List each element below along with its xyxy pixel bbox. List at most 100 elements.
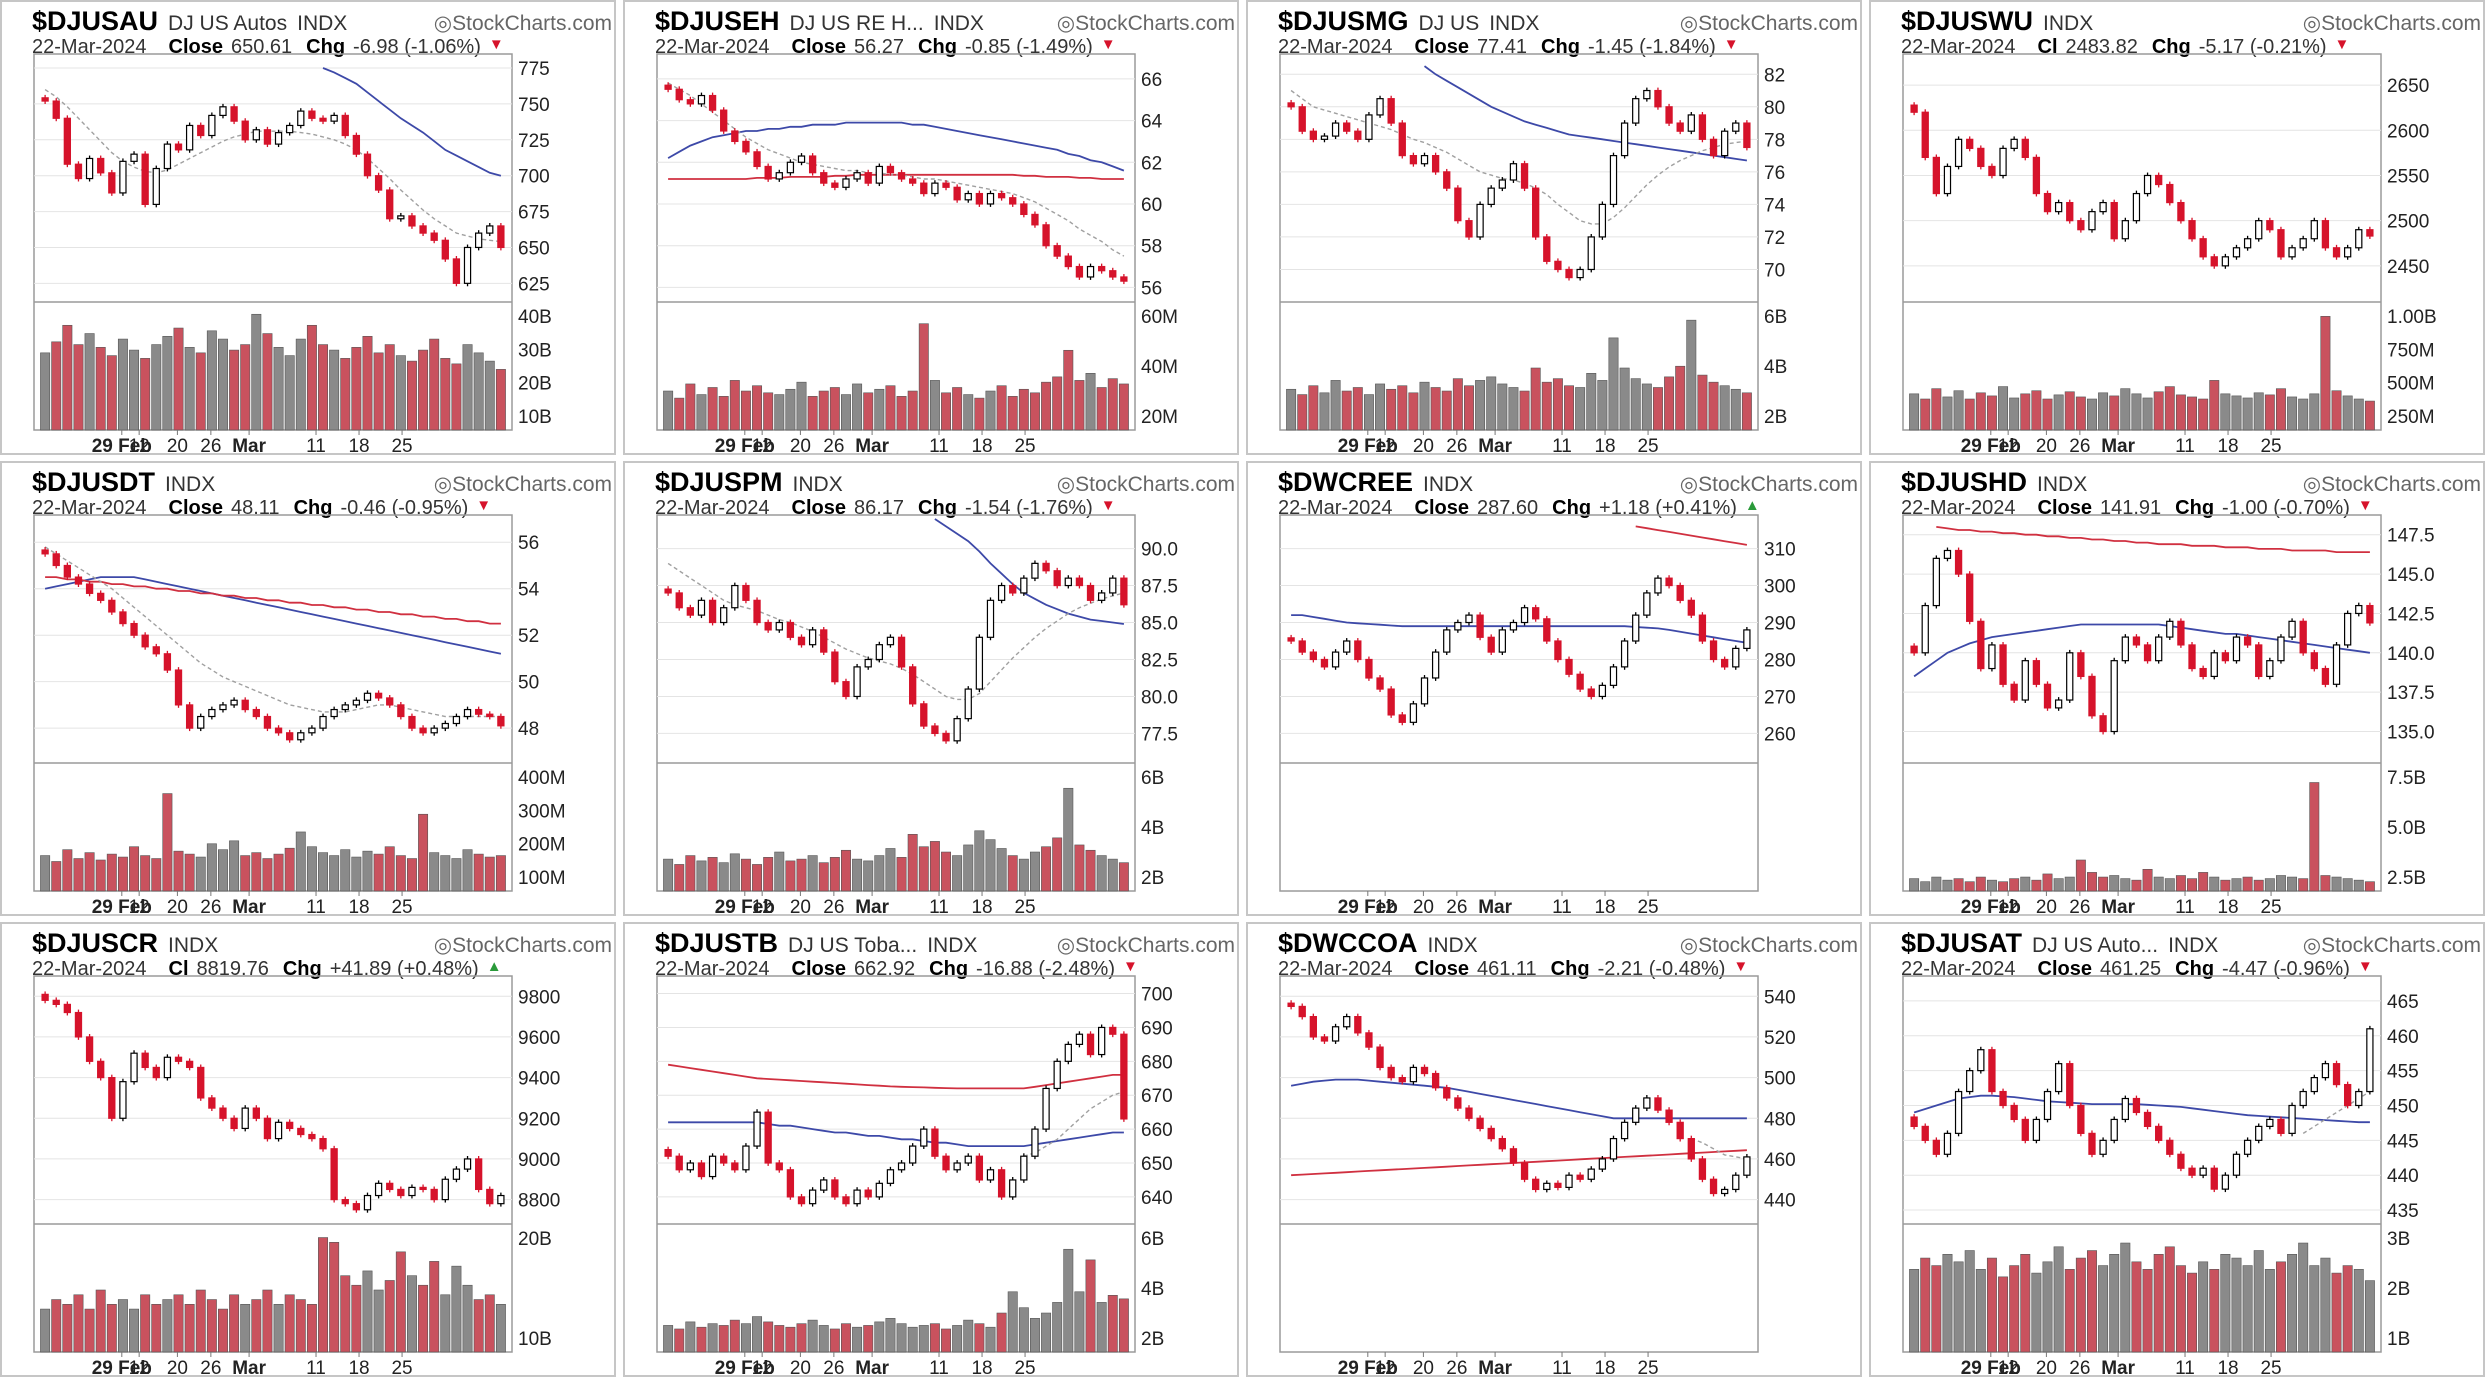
price-tick-label: 9600 bbox=[518, 1028, 560, 1049]
volume-bar bbox=[395, 855, 406, 892]
volume-bar bbox=[2120, 388, 2131, 431]
volume-bar bbox=[1085, 1259, 1096, 1353]
candle-body bbox=[697, 94, 706, 105]
volume-bar bbox=[173, 327, 184, 431]
volume-bar bbox=[874, 855, 885, 892]
candle-body bbox=[942, 1155, 950, 1171]
candle-body bbox=[1454, 621, 1462, 631]
watermark-text: StockCharts.com bbox=[1698, 934, 1858, 957]
volume-bar bbox=[663, 858, 674, 892]
x-tick-label: 12 bbox=[129, 436, 150, 453]
price-tick-label: 775 bbox=[518, 59, 550, 80]
volume-tick-label: 6B bbox=[1764, 307, 1787, 328]
volume-bar bbox=[674, 397, 685, 431]
volume-bar bbox=[996, 385, 1007, 431]
candle-body bbox=[1709, 138, 1718, 157]
volume-bar bbox=[1998, 881, 2009, 892]
candle-body bbox=[731, 130, 739, 143]
candle-body bbox=[52, 100, 60, 119]
candle-body bbox=[675, 1155, 683, 1171]
candle-body bbox=[1086, 1033, 1095, 1056]
price-tick-label: 74 bbox=[1764, 195, 1786, 216]
candle-body bbox=[252, 129, 260, 141]
candle-body bbox=[74, 576, 83, 585]
price-tick-label: 77.5 bbox=[1141, 724, 1178, 745]
plot-frame bbox=[656, 975, 1136, 1353]
volume-bar bbox=[1041, 846, 1052, 892]
price-tick-label: 520 bbox=[1764, 1028, 1796, 1049]
candle-body bbox=[430, 727, 438, 734]
candle-body bbox=[341, 114, 349, 137]
volume-bar bbox=[2309, 1265, 2320, 1353]
volume-bar bbox=[1675, 365, 1686, 431]
candle-body bbox=[1709, 640, 1718, 661]
volume-bar bbox=[218, 338, 228, 431]
volume-bar bbox=[963, 394, 974, 431]
candle-body bbox=[308, 1133, 316, 1140]
volume-bar bbox=[384, 846, 395, 892]
candle-body bbox=[1943, 1132, 1952, 1155]
candle-body bbox=[63, 564, 72, 578]
down-triangle-icon: ▼ bbox=[1100, 36, 1116, 53]
candle-body bbox=[1943, 165, 1952, 195]
volume-bar bbox=[1452, 378, 1463, 431]
candle-body bbox=[1420, 155, 1429, 165]
chg-label: Chg bbox=[306, 36, 346, 58]
watermark-text: StockCharts.com bbox=[1075, 934, 1235, 957]
volume-bar bbox=[2087, 872, 2097, 892]
candle-body bbox=[2266, 660, 2274, 678]
volume-bar bbox=[1352, 387, 1363, 431]
candle-body bbox=[397, 215, 405, 220]
candle-body bbox=[252, 1107, 260, 1119]
x-tick-label: 26 bbox=[823, 436, 844, 453]
candle-body bbox=[1443, 1087, 1451, 1099]
exchange-label: INDX bbox=[168, 934, 219, 957]
candle-body bbox=[875, 644, 883, 661]
volume-bar bbox=[1029, 851, 1040, 892]
candle-body bbox=[163, 1056, 172, 1079]
candle-body bbox=[1988, 1049, 1996, 1093]
volume-bar bbox=[1708, 381, 1719, 431]
candle-body bbox=[2188, 220, 2196, 240]
chart-panel: $DJUSEH DJ US RE H... INDX ◎StockCharts.com… bbox=[623, 0, 1239, 455]
volume-bar bbox=[1597, 380, 1608, 431]
x-tick-label: 20 bbox=[167, 1358, 188, 1375]
candle-body bbox=[1609, 666, 1618, 686]
candle-body bbox=[2143, 174, 2152, 195]
volume-bar bbox=[2187, 878, 2197, 892]
close-value: 56.27 bbox=[853, 36, 905, 58]
candle-body bbox=[1966, 138, 1974, 149]
candle-body bbox=[1632, 98, 1640, 124]
volume-bar bbox=[1319, 392, 1330, 431]
candle-body bbox=[230, 1117, 238, 1130]
volume-bar bbox=[2220, 393, 2231, 431]
candle-body bbox=[920, 182, 928, 195]
volume-bar bbox=[1942, 1254, 1953, 1353]
volume-bar bbox=[985, 390, 996, 431]
volume-bar bbox=[1441, 390, 1452, 431]
candle-body bbox=[897, 636, 906, 668]
price-tick-label: 87.5 bbox=[1141, 577, 1178, 598]
volume-bar bbox=[284, 1294, 295, 1353]
candle-body bbox=[1665, 577, 1673, 587]
blue-moving-average-line bbox=[667, 121, 1125, 172]
candle-body bbox=[1554, 1182, 1562, 1189]
volume-bar bbox=[206, 1299, 217, 1353]
chart-header: $DJUSTB DJ US Toba... INDX ◎StockCharts.com bbox=[655, 928, 1235, 959]
volume-bar bbox=[2042, 398, 2053, 431]
candle-body bbox=[1687, 599, 1695, 616]
candle-body bbox=[1365, 114, 1373, 140]
volume-bar bbox=[2198, 872, 2209, 892]
volume-bar bbox=[2364, 400, 2375, 431]
candle-body bbox=[397, 1188, 405, 1197]
candle-body bbox=[419, 1186, 427, 1191]
candle-body bbox=[664, 1148, 672, 1157]
volume-bar bbox=[2175, 394, 2186, 431]
candle-body bbox=[920, 1128, 928, 1147]
candle-body bbox=[2221, 652, 2230, 662]
volume-bar bbox=[206, 330, 217, 431]
candle-body bbox=[1977, 620, 1985, 670]
watermark: ◎StockCharts.com bbox=[1680, 933, 1858, 958]
volume-bar bbox=[2209, 1269, 2220, 1353]
